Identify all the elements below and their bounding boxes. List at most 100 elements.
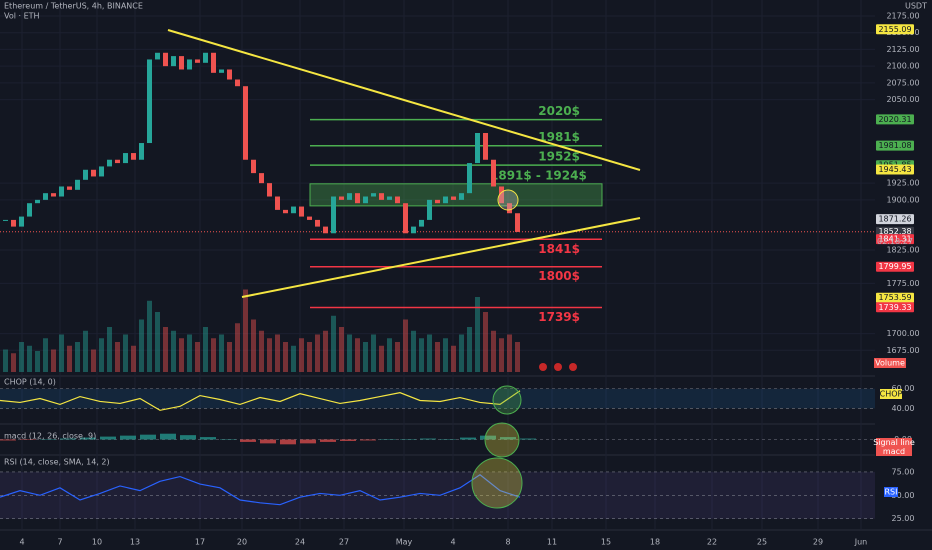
- candle: [491, 159, 496, 187]
- macd-bar: [280, 439, 296, 445]
- price-tag-label: 1981.08: [878, 141, 911, 150]
- volume-bar: [155, 312, 160, 372]
- macd-tag-bg: [876, 447, 912, 456]
- price-tick-label: 2050.00: [886, 95, 919, 104]
- candle: [179, 56, 184, 70]
- candle: [363, 196, 368, 204]
- volume-bar: [491, 330, 496, 372]
- candle: [419, 219, 424, 227]
- volume-bar: [11, 353, 16, 372]
- candle: [507, 203, 512, 214]
- volume-bar: [355, 338, 360, 372]
- macd-tag: Signal line: [873, 438, 915, 447]
- candle: [123, 153, 128, 164]
- macd-tag-bg: [876, 438, 912, 447]
- candle: [283, 209, 288, 214]
- candle: [115, 159, 120, 164]
- candle: [411, 226, 416, 234]
- event-flag[interactable]: [554, 363, 562, 371]
- volume-bar: [419, 338, 424, 372]
- date-label: 4: [450, 538, 455, 547]
- candle: [371, 193, 376, 197]
- macd-bar: [360, 439, 376, 441]
- price-tag: [876, 140, 914, 151]
- volume-bar: [3, 349, 8, 372]
- volume-bar: [443, 338, 448, 372]
- date-label: 8: [505, 538, 510, 547]
- volume-bar: [299, 338, 304, 372]
- volume-bar: [187, 334, 192, 372]
- price-tag: [876, 214, 914, 225]
- candle: [227, 69, 232, 80]
- trendline-upper: [167, 29, 641, 171]
- volume-bar: [251, 319, 256, 372]
- volume-bar: [363, 342, 368, 372]
- price-tag: [876, 261, 914, 272]
- volume-bar: [195, 342, 200, 372]
- volume-bar: [459, 334, 464, 372]
- rsi-tag-bg: [884, 487, 898, 497]
- volume-bar: [315, 334, 320, 372]
- volume-bar: [59, 334, 64, 372]
- macd-bar: [240, 439, 256, 442]
- rsi-label: RSI (14, close, SMA, 14, 2): [4, 458, 110, 467]
- highlight: [497, 189, 519, 211]
- candle: [11, 219, 16, 227]
- rsi-tag: RSI: [885, 488, 898, 497]
- volume-bar: [435, 342, 440, 372]
- macd-bar: [380, 439, 396, 440]
- candle: [155, 52, 160, 60]
- candle: [499, 186, 504, 204]
- event-flag[interactable]: [569, 363, 577, 371]
- event-flag[interactable]: [539, 363, 547, 371]
- symbol-title: Ethereum / TetherUS, 4h, BINANCE: [4, 2, 143, 11]
- candle: [83, 169, 88, 180]
- volume-bar: [379, 345, 384, 372]
- volume-bar: [83, 330, 88, 372]
- volume-bar: [291, 345, 296, 372]
- candle: [315, 219, 320, 227]
- level-label: 1841$: [538, 242, 580, 256]
- chop-label: CHOP (14, 0): [4, 378, 56, 387]
- level-label: 1952$: [538, 150, 580, 164]
- price-tick-label: 1775.00: [886, 279, 919, 288]
- volume-bar: [515, 342, 520, 372]
- volume-bar: [259, 330, 264, 372]
- volume-bar: [275, 334, 280, 372]
- date-label: 29: [813, 538, 823, 547]
- volume-bar: [507, 334, 512, 372]
- volume-bar: [339, 327, 344, 372]
- price-tag: [876, 292, 914, 303]
- candle: [147, 59, 152, 144]
- candle: [427, 199, 432, 220]
- price-tag: [876, 164, 914, 175]
- volume-bar: [347, 334, 352, 372]
- rsi-line: [0, 473, 521, 506]
- volume-label: Vol · ETH: [4, 12, 40, 21]
- date-label: 18: [650, 538, 660, 547]
- candle: [219, 69, 224, 73]
- macd-bar: [140, 434, 156, 440]
- chop-tag: CHOP: [880, 390, 903, 399]
- macd-bar: [60, 438, 76, 440]
- macd-bar: [400, 439, 416, 440]
- volume-bar: [179, 338, 184, 372]
- macd-bar: [300, 439, 316, 444]
- highlight: [492, 385, 522, 415]
- volume-bar: [171, 330, 176, 372]
- volume-bar: [483, 312, 488, 372]
- candle: [51, 193, 56, 197]
- currency: USDT: [905, 2, 927, 11]
- price-tag-label: 1945.43: [878, 165, 911, 174]
- candle: [59, 186, 64, 197]
- volume-bar: [163, 327, 168, 372]
- macd-bar: [180, 435, 196, 440]
- volume-bar: [147, 300, 152, 372]
- candle: [107, 159, 112, 167]
- candle: [19, 216, 24, 227]
- volume-bar: [323, 330, 328, 372]
- candle: [403, 203, 408, 234]
- macd-bar: [460, 437, 476, 440]
- level-label: 1981$: [538, 130, 580, 144]
